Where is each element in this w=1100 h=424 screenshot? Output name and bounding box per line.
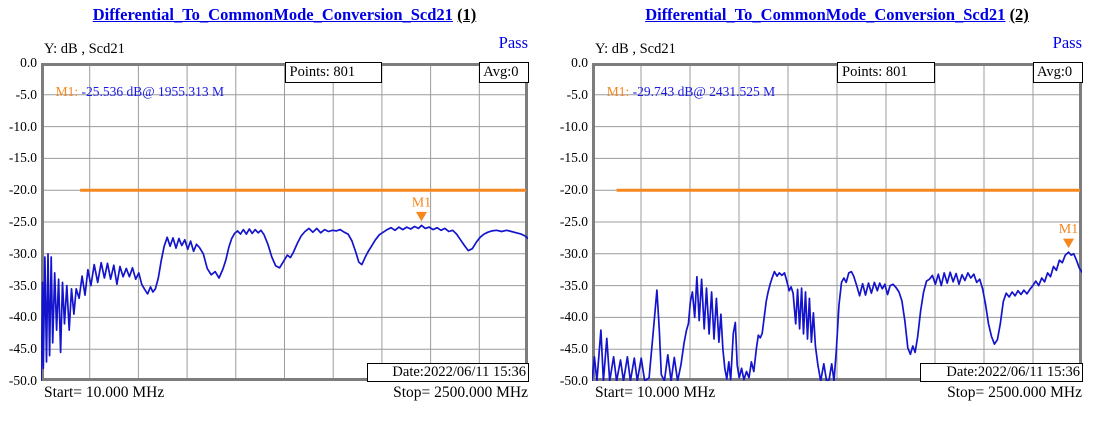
y-tick-label: -40.0	[8, 309, 37, 325]
marker-value: -29.743 dB@ 2431.525 M	[632, 84, 776, 99]
plot-area: M1 Points: 801 Avg:0 M1: -29.743 dB@ 243…	[592, 62, 1083, 382]
y-tick-label: -30.0	[559, 245, 588, 261]
y-axis-ticks: 0.0 -5.0 -10.0 -15.0 -20.0 -25.0 -30.0 -35.0 -40…	[0, 55, 37, 388]
marker-triangle-icon	[1063, 238, 1075, 249]
date-box: Date:2022/06/11 15:36	[367, 363, 529, 382]
y-tick-label: -50.0	[8, 373, 37, 388]
marker-name-label: M1:	[55, 84, 79, 99]
y-axis-label: Y: dB , Scd21	[44, 41, 125, 57]
marker-readout: M1: -29.743 dB@ 2431.525 M	[607, 84, 775, 100]
date-box: Date:2022/06/11 15:36	[920, 363, 1083, 382]
y-tick-label: -15.0	[8, 150, 37, 166]
y-tick-label: -45.0	[8, 341, 37, 357]
marker-flag-label: M1	[412, 195, 431, 210]
avg-box: Avg:0	[1033, 62, 1083, 83]
chart-title-index: (1)	[457, 5, 477, 24]
y-tick-label: -20.0	[8, 182, 37, 198]
start-freq-label: Start= 10.000 MHz	[44, 384, 165, 401]
plot-area: M1 Points: 801 Avg:0 M1: -25.536 dB@ 195…	[41, 62, 529, 382]
points-label: Points: 801	[842, 64, 908, 80]
pass-status: Pass	[1052, 33, 1082, 52]
pass-status: Pass	[498, 33, 528, 52]
scd21-chart: M1	[592, 63, 1082, 381]
stop-freq-label: Stop= 2500.000 MHz	[947, 384, 1082, 401]
measurement-panel-2: Differential_To_CommonMode_Conversion_Sc…	[550, 0, 1100, 424]
measurement-panel-1: Differential_To_CommonMode_Conversion_Sc…	[0, 5, 529, 401]
y-tick-label: -10.0	[8, 118, 37, 134]
scd21-chart: M1	[41, 63, 528, 381]
stop-freq-label: Stop= 2500.000 MHz	[393, 384, 528, 401]
points-box: Points: 801	[837, 62, 935, 83]
y-tick-label: 0.0	[20, 55, 37, 70]
y-axis-ticks: 0.0 -5.0 -10.0 -15.0 -20.0 -25.0 -30.0 -35.0 -40…	[550, 55, 588, 388]
marker-name-label: M1:	[606, 84, 630, 99]
y-tick-label: -25.0	[8, 214, 37, 229]
avg-box: Avg:0	[479, 62, 529, 83]
y-tick-label: -25.0	[559, 214, 588, 229]
chart-title: Differential_To_CommonMode_Conversion_Sc…	[592, 5, 1082, 25]
chart-title-index: (2)	[1009, 5, 1029, 24]
y-tick-label: -20.0	[559, 182, 588, 198]
y-tick-label: -40.0	[559, 309, 588, 325]
y-tick-label: -15.0	[559, 150, 588, 166]
marker-flag-label: M1	[1059, 222, 1078, 237]
y-tick-label: -35.0	[8, 277, 37, 293]
chart-title: Differential_To_CommonMode_Conversion_Sc…	[41, 5, 528, 25]
y-tick-label: -5.0	[566, 86, 588, 102]
y-tick-label: 0.0	[571, 55, 588, 70]
marker-value: -25.536 dB@ 1955.313 M	[81, 84, 225, 99]
y-tick-label: -5.0	[15, 86, 37, 102]
y-tick-label: -50.0	[559, 373, 588, 388]
start-freq-label: Start= 10.000 MHz	[595, 384, 716, 401]
y-tick-label: -35.0	[559, 277, 588, 293]
y-tick-label: -45.0	[559, 341, 588, 357]
y-axis-label: Y: dB , Scd21	[595, 41, 676, 57]
points-label: Points: 801	[289, 64, 356, 80]
marker-readout: M1: -25.536 dB@ 1955.313 M	[56, 84, 224, 100]
points-box: Points: 801	[284, 62, 382, 83]
y-tick-label: -30.0	[8, 245, 37, 261]
chart-title-text: Differential_To_CommonMode_Conversion_Sc…	[92, 5, 453, 24]
chart-title-text: Differential_To_CommonMode_Conversion_Sc…	[645, 5, 1006, 24]
y-tick-label: -10.0	[559, 118, 588, 134]
marker-triangle-icon	[415, 211, 427, 222]
